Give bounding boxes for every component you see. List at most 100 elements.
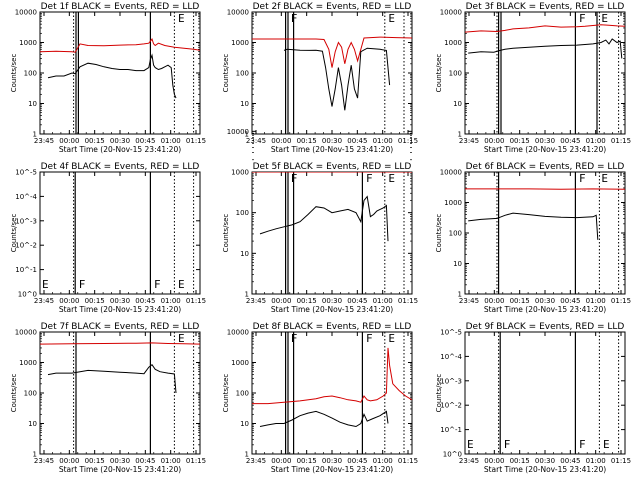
x-tick-label: 23:45 xyxy=(246,457,266,465)
x-tick-label: 01:15 xyxy=(398,137,418,145)
y-tick-label: 10^-2 xyxy=(15,242,37,250)
x-tick-label: 00:15 xyxy=(297,457,317,465)
x-tick-label: 00:30 xyxy=(322,297,342,305)
lld-series-line xyxy=(465,24,625,33)
marker-letter-f: F xyxy=(366,332,373,345)
marker-letter-f: F xyxy=(79,278,86,291)
marker-letter-f: F xyxy=(291,332,298,345)
marker-letter-e: E xyxy=(603,438,610,451)
x-tick-label: 00:45 xyxy=(135,297,155,305)
x-tick-label: 01:15 xyxy=(186,457,206,465)
marker-letter-e: E xyxy=(178,278,185,291)
panel-det-6f: Det 6f BLACK = Events, RED = LLD 1 10 100 10… xyxy=(435,162,631,314)
marker-letter-e: E xyxy=(601,12,608,25)
events-series-line xyxy=(468,38,623,59)
panel-det-4f: Det 4f BLACK = Events, RED = LLD 10^0 10^-… xyxy=(10,162,206,314)
x-tick-label: 00:45 xyxy=(560,297,580,305)
x-tick-label: 01:00 xyxy=(373,457,393,465)
x-tick-label: 00:00 xyxy=(59,137,79,145)
y-tick-label: 10 xyxy=(28,420,37,428)
x-axis-label: Start Time (20-Nov-15 23:41:20) xyxy=(484,305,606,314)
y-tick-label: 10^-4 xyxy=(15,193,37,201)
x-axis-label: Start Time (20-Nov-15 23:41:20) xyxy=(271,465,393,474)
x-tick-label: 00:15 xyxy=(85,297,105,305)
x-tick-label: 00:45 xyxy=(347,297,367,305)
x-tick-label: 01:15 xyxy=(611,297,631,305)
x-tick-label: 01:15 xyxy=(398,297,418,305)
y-tick-label: 1 xyxy=(245,131,249,139)
y-tick-label: 1000 xyxy=(231,169,249,177)
x-tick-label: 00:15 xyxy=(510,137,530,145)
y-axis-label: Counts/sec xyxy=(222,374,230,413)
marker-letter-e: E xyxy=(388,332,395,345)
x-tick-label: 00:45 xyxy=(347,457,367,465)
marker-letter-f: F xyxy=(154,278,161,291)
x-tick-label: 01:15 xyxy=(611,457,631,465)
y-tick-label: 100 xyxy=(24,70,37,78)
y-tick-label: 10^-5 xyxy=(440,329,462,337)
y-axis-label: Counts/sec xyxy=(10,54,18,93)
plot-area xyxy=(465,12,625,134)
panel-det-2f: Det 2f BLACK = Events, RED = LLD 1 10 100 10… xyxy=(222,2,418,154)
y-tick-label: 10000 xyxy=(227,9,249,17)
x-tick-label: 01:00 xyxy=(373,297,393,305)
panel-title: Det 4f BLACK = Events, RED = LLD xyxy=(41,162,200,172)
y-tick-label: 10 xyxy=(240,100,249,108)
y-tick-label: 10^-3 xyxy=(15,217,37,225)
panel-title: Det 1f BLACK = Events, RED = LLD xyxy=(41,2,200,12)
y-tick-label: 10000 xyxy=(440,169,462,177)
y-tick-label: 1000 xyxy=(19,359,37,367)
x-tick-label: 01:00 xyxy=(161,457,181,465)
x-tick-label: 00:45 xyxy=(560,137,580,145)
x-tick-label: 01:00 xyxy=(161,137,181,145)
plot-frame xyxy=(464,331,626,455)
panel-det-7f: Det 7f BLACK = Events, RED = LLD 1 10 100 10… xyxy=(10,322,206,474)
y-tick-label: 1000 xyxy=(231,39,249,47)
marker-letter-f: F xyxy=(366,172,373,185)
marker-letter-e: E xyxy=(388,12,395,25)
y-tick-label: 100 xyxy=(236,390,249,398)
plot-area xyxy=(40,12,200,134)
y-tick-label: 10 xyxy=(453,260,462,268)
y-axis-label: Counts/sec xyxy=(435,214,443,253)
marker-letter-e: E xyxy=(467,438,474,451)
x-tick-label: 01:15 xyxy=(186,297,206,305)
y-tick-label: 10 xyxy=(453,100,462,108)
x-tick-label: 00:15 xyxy=(85,137,105,145)
panel-title: Det 6f BLACK = Events, RED = LLD xyxy=(466,162,625,172)
x-tick-label: 23:45 xyxy=(459,297,479,305)
y-tick-label: 100 xyxy=(449,70,462,78)
plot-area xyxy=(498,332,620,454)
y-tick-label: 1 xyxy=(245,291,249,299)
x-tick-label: 23:45 xyxy=(34,457,54,465)
plot-area xyxy=(252,12,412,134)
x-tick-label: 00:15 xyxy=(85,457,105,465)
panel-det-5f: Det 5f BLACK = Events, RED = LLD11010010… xyxy=(222,128,418,314)
panel-det-8f: Det 8f BLACK = Events, RED = LLD 1 10 100 10… xyxy=(222,322,418,474)
y-axis-label: Counts/sec xyxy=(435,374,443,413)
y-tick-label: 10 xyxy=(240,250,249,258)
marker-letter-f: F xyxy=(579,172,586,185)
x-tick-label: 01:00 xyxy=(161,297,181,305)
y-tick-label: 10000 xyxy=(227,128,249,136)
marker-letter-e: E xyxy=(388,172,395,185)
plot-area xyxy=(73,172,195,294)
y-tick-label: 10000 xyxy=(15,329,37,337)
marker-letter-f: F xyxy=(291,172,298,185)
x-tick-label: 00:45 xyxy=(135,457,155,465)
x-tick-label: 00:30 xyxy=(535,457,555,465)
x-tick-label: 00:15 xyxy=(297,137,317,145)
y-tick-label: 100 xyxy=(236,70,249,78)
x-tick-label: 00:30 xyxy=(322,137,342,145)
y-tick-label: 1 xyxy=(33,451,37,459)
x-axis-label: Start Time (20-Nov-15 23:41:20) xyxy=(271,305,393,314)
x-tick-label: 23:45 xyxy=(246,137,266,145)
x-tick-label: 00:00 xyxy=(59,457,79,465)
panel-title: Det 9f BLACK = Events, RED = LLD xyxy=(466,322,625,332)
y-tick-label: 10000 xyxy=(440,9,462,17)
x-axis-label: Start Time (20-Nov-15 23:41:20) xyxy=(484,145,606,154)
plot-frame xyxy=(39,11,201,135)
x-axis-label: Start Time (20-Nov-15 23:41:20) xyxy=(59,305,181,314)
plot-frame xyxy=(464,11,626,135)
x-tick-label: 01:15 xyxy=(398,457,418,465)
